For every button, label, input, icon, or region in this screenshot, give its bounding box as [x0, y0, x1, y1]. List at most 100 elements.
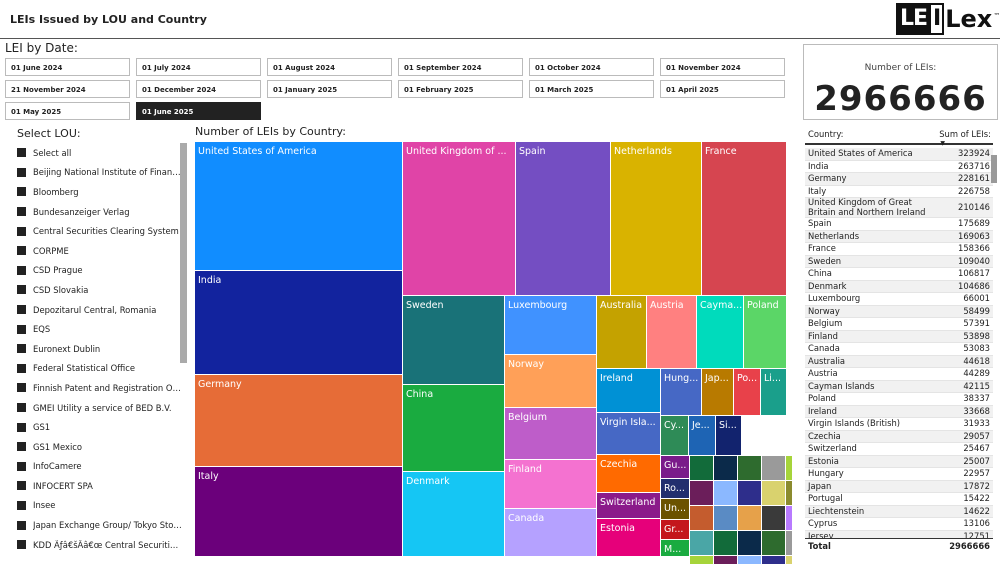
table-row[interactable]: Luxembourg 66001 [805, 293, 993, 306]
treemap-cell[interactable]: India [195, 271, 403, 375]
treemap-small-cell[interactable] [786, 531, 793, 556]
table-row[interactable]: Ireland 33668 [805, 405, 993, 418]
treemap-cell[interactable]: Luxembourg [505, 296, 597, 355]
treemap-cell[interactable]: Belgium [505, 408, 597, 460]
date-option[interactable]: 01 June 2025 [136, 102, 261, 120]
date-option[interactable]: 01 January 2025 [267, 80, 392, 98]
treemap-cell[interactable]: Netherlands [611, 142, 702, 296]
table-scrollbar[interactable] [991, 155, 997, 183]
treemap-small-cell[interactable] [762, 456, 786, 481]
checkbox-icon[interactable] [17, 167, 26, 177]
date-option[interactable]: 01 September 2024 [398, 58, 523, 76]
date-option[interactable]: 01 November 2024 [660, 58, 785, 76]
checkbox-icon[interactable] [17, 461, 26, 471]
treemap-cell[interactable]: Li... [761, 369, 787, 416]
table-row[interactable]: Canada 53083 [805, 343, 993, 356]
checkbox-icon[interactable] [17, 540, 26, 550]
table-row[interactable]: Switzerland 25467 [805, 443, 993, 456]
table-row[interactable]: Poland 38337 [805, 393, 993, 406]
table-row[interactable]: Hungary 22957 [805, 468, 993, 481]
treemap-small-cell[interactable] [738, 456, 762, 481]
checkbox-icon[interactable] [17, 246, 26, 256]
treemap-cell[interactable]: Cy... [661, 416, 689, 456]
lou-list-item[interactable]: CSD Prague [17, 261, 187, 281]
table-row[interactable]: Netherlands 169063 [805, 230, 993, 243]
table-row[interactable]: Belgium 57391 [805, 318, 993, 331]
treemap-small-cell[interactable] [714, 531, 738, 556]
treemap-cell[interactable]: Denmark [403, 472, 505, 557]
treemap-cell[interactable]: M... [661, 540, 690, 557]
date-option[interactable]: 01 December 2024 [136, 80, 261, 98]
checkbox-icon[interactable] [17, 324, 26, 334]
lou-list-item[interactable]: KDD Ãƒâ€šÂ­â€œ Central Securities C... [17, 535, 187, 555]
treemap-cell[interactable]: United Kingdom of ... [403, 142, 516, 296]
lou-list-item[interactable]: Bundesanzeiger Verlag [17, 202, 187, 222]
checkbox-icon[interactable] [17, 500, 26, 510]
checkbox-icon[interactable] [17, 520, 26, 530]
checkbox-icon[interactable] [17, 481, 26, 491]
table-row[interactable]: United Kingdom of Great Britain and Nort… [805, 197, 993, 218]
checkbox-icon[interactable] [17, 442, 26, 452]
checkbox-icon[interactable] [17, 344, 26, 354]
checkbox-icon[interactable] [17, 187, 26, 197]
checkbox-icon[interactable] [17, 207, 26, 217]
treemap-cell[interactable]: Canada [505, 509, 597, 557]
treemap-cell[interactable]: China [403, 385, 505, 472]
lou-list-item[interactable]: Insee [17, 496, 187, 516]
treemap-cell[interactable]: Spain [516, 142, 611, 296]
table-row[interactable]: Cayman Islands 42115 [805, 380, 993, 393]
treemap-cell[interactable]: Ro... [661, 479, 690, 499]
table-row[interactable]: Austria 44289 [805, 368, 993, 381]
checkbox-icon[interactable] [17, 285, 26, 295]
treemap-small-cell[interactable] [714, 456, 738, 481]
treemap-cell[interactable]: Je... [689, 416, 716, 456]
checkbox-icon[interactable] [17, 265, 26, 275]
treemap-small-cell[interactable] [738, 481, 762, 506]
date-option[interactable]: 01 February 2025 [398, 80, 523, 98]
lou-list-item[interactable]: Federal Statistical Office [17, 359, 187, 379]
treemap-cell[interactable]: France [702, 142, 787, 296]
table-row[interactable]: Italy 226758 [805, 186, 993, 198]
table-row[interactable]: Czechia 29057 [805, 430, 993, 443]
lou-list-item[interactable]: Euronext Dublin [17, 339, 187, 359]
lou-list-item[interactable]: Bloomberg [17, 182, 187, 202]
table-row[interactable]: United States of America 323924 [805, 148, 993, 161]
treemap-cell[interactable]: Finland [505, 460, 597, 509]
treemap-small-cell[interactable] [738, 531, 762, 556]
lou-list-item[interactable]: Select all [17, 143, 187, 163]
treemap-cell[interactable]: Hung... [661, 369, 702, 416]
date-option[interactable]: 21 November 2024 [5, 80, 130, 98]
table-row[interactable]: France 158366 [805, 243, 993, 256]
lou-list-item[interactable]: GS1 Mexico [17, 437, 187, 457]
treemap-small-cell[interactable] [738, 506, 762, 531]
treemap-small-cell[interactable] [786, 506, 793, 531]
treemap-small-cell[interactable] [690, 456, 714, 481]
table-row[interactable]: Estonia 25007 [805, 455, 993, 468]
table-row[interactable]: Finland 53898 [805, 330, 993, 343]
table-row[interactable]: Germany 228161 [805, 173, 993, 186]
lou-list-item[interactable]: GMEI Utility a service of BED B.V. [17, 398, 187, 418]
date-option[interactable]: 01 October 2024 [529, 58, 654, 76]
treemap-small-cell[interactable] [762, 481, 786, 506]
checkbox-icon[interactable] [17, 403, 26, 413]
date-option[interactable]: 01 August 2024 [267, 58, 392, 76]
date-option[interactable]: 01 June 2024 [5, 58, 130, 76]
treemap-small-cell[interactable] [690, 481, 714, 506]
treemap-small-cell[interactable] [786, 456, 793, 481]
table-row[interactable]: Spain 175689 [805, 218, 993, 231]
column-header-sum[interactable]: Sum of LEIs: [939, 129, 991, 139]
checkbox-icon[interactable] [17, 363, 26, 373]
checkbox-icon[interactable] [17, 305, 26, 315]
table-row[interactable]: Sweden 109040 [805, 255, 993, 268]
lou-scrollbar[interactable] [180, 143, 187, 363]
lou-list-item[interactable]: Finnish Patent and Registration Offi... [17, 378, 187, 398]
table-row[interactable]: China 106817 [805, 268, 993, 281]
treemap-cell[interactable]: Gu... [661, 456, 690, 479]
table-row[interactable]: India 263716 [805, 161, 993, 173]
table-row[interactable]: Portugal 15422 [805, 493, 993, 506]
treemap-cell[interactable]: Switzerland [597, 493, 661, 519]
lou-list-item[interactable]: Depozitarul Central, Romania [17, 300, 187, 320]
treemap-cell[interactable]: Un... [661, 499, 690, 520]
column-header-country[interactable]: Country: [808, 129, 844, 139]
treemap-cell[interactable]: United States of America [195, 142, 403, 271]
